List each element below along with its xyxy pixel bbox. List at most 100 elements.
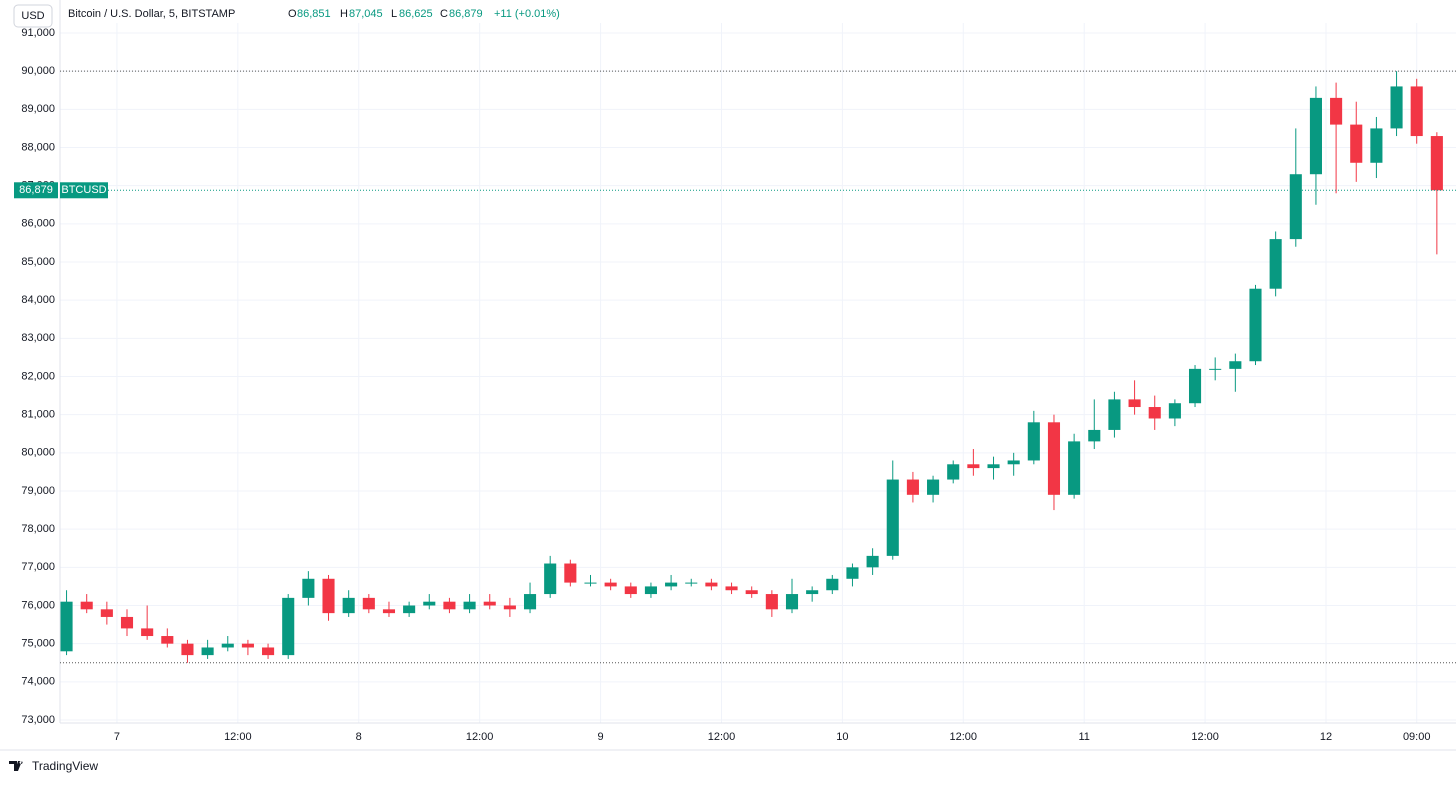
candle-body: [705, 582, 718, 587]
candle-body: [785, 594, 799, 610]
x-tick-label: 11: [1078, 731, 1089, 743]
candle-body: [967, 464, 980, 469]
candle-body: [765, 594, 778, 610]
candle-body: [1229, 361, 1242, 369]
c-label: C: [440, 8, 448, 20]
brand: TradingView: [32, 759, 98, 773]
candle-body: [241, 643, 254, 648]
candle-body: [483, 601, 496, 606]
candle-body: [302, 578, 315, 598]
candle-body: [685, 582, 698, 584]
candle-body: [80, 601, 93, 610]
candle-body: [604, 582, 617, 587]
y-tick-label: 83,000: [21, 332, 55, 344]
candle-body: [1370, 128, 1383, 163]
candle-body: [463, 601, 476, 610]
x-tick-label: 10: [836, 731, 848, 743]
candle-body: [1430, 136, 1443, 191]
x-tick-label: 12: [1320, 731, 1332, 743]
y-tick-label: 88,000: [21, 141, 55, 153]
candle-body: [745, 590, 758, 595]
candle-body: [644, 586, 657, 595]
candle-body: [1047, 422, 1061, 495]
y-tick-label: 75,000: [21, 638, 55, 650]
candle-body: [665, 582, 678, 587]
candle-body: [584, 582, 597, 584]
y-tick-label: 89,000: [21, 103, 55, 115]
candle-body: [161, 636, 174, 644]
currency: USD: [21, 10, 44, 22]
last-price-box: [14, 182, 58, 199]
candle-body: [987, 464, 1000, 469]
y-tick-label: 91,000: [21, 27, 55, 39]
candle-body: [100, 609, 113, 617]
candle-body: [624, 586, 637, 595]
h-label: H: [340, 8, 348, 20]
x-tick-label: 12:00: [1191, 731, 1219, 743]
currency-button[interactable]: [13, 4, 53, 28]
x-tick-label: 9: [598, 731, 604, 743]
candle-body: [1168, 403, 1181, 419]
candle-body: [1269, 239, 1282, 289]
x-tick-label: 12:00: [950, 731, 978, 743]
high: 87,045: [349, 8, 383, 20]
candle-body: [1249, 288, 1262, 362]
candle-body: [1007, 460, 1020, 465]
candle-body: [1289, 174, 1302, 240]
x-tick-label: 09:00: [1403, 731, 1431, 743]
candle-body: [826, 578, 839, 591]
candle-body: [1390, 86, 1403, 129]
candle-body: [947, 464, 960, 480]
candle-body: [886, 479, 899, 556]
candle-body: [141, 628, 154, 637]
candle-body: [221, 643, 234, 648]
y-tick-label: 78,000: [21, 523, 55, 535]
low: 86,625: [399, 8, 433, 20]
candle-body: [1068, 441, 1081, 495]
y-tick-label: 86,000: [21, 218, 55, 230]
candle-body: [1209, 368, 1222, 370]
candle-body: [1128, 399, 1141, 408]
candle-body: [1188, 368, 1202, 404]
last-price-label: 86,879: [19, 184, 53, 196]
y-tick-label: 84,000: [21, 294, 55, 306]
candle-body: [201, 647, 214, 656]
candle-body: [423, 601, 436, 606]
candle-body: [1108, 399, 1121, 430]
y-tick-label: 90,000: [21, 65, 55, 77]
candle-body: [362, 597, 375, 610]
candle-body: [927, 479, 940, 495]
l-label: L: [391, 8, 397, 20]
candle-body: [120, 616, 134, 629]
candle-body: [403, 605, 416, 614]
ticker-label: BTCUSD: [61, 184, 106, 196]
candle-body: [544, 563, 557, 595]
candle-body: [1410, 86, 1423, 137]
x-tick-label: 12:00: [224, 731, 252, 743]
y-tick-label: 74,000: [21, 676, 55, 688]
candle-body: [503, 605, 516, 610]
x-tick-label: 12:00: [466, 731, 494, 743]
candle-body: [342, 597, 355, 614]
candle-body: [443, 601, 456, 610]
o-label: O: [288, 8, 297, 20]
candle-body: [1027, 422, 1040, 461]
candle-body: [1148, 407, 1161, 419]
candle-body: [564, 563, 577, 583]
change: +11 (+0.01%): [494, 8, 560, 20]
candle-body: [866, 555, 879, 568]
candle-body: [1088, 429, 1101, 442]
candle-body: [322, 578, 335, 614]
close: 86,879: [449, 8, 483, 20]
candle-body: [846, 567, 859, 579]
candle-body: [806, 590, 819, 595]
y-tick-label: 80,000: [21, 447, 55, 459]
candle-body: [1330, 97, 1343, 125]
candle-body: [725, 586, 738, 591]
ticker-box: [60, 182, 108, 199]
x-tick-label: 7: [114, 731, 120, 743]
candle-body: [60, 601, 73, 652]
y-tick-label: 77,000: [21, 561, 55, 573]
brand-logo: [9, 761, 23, 771]
